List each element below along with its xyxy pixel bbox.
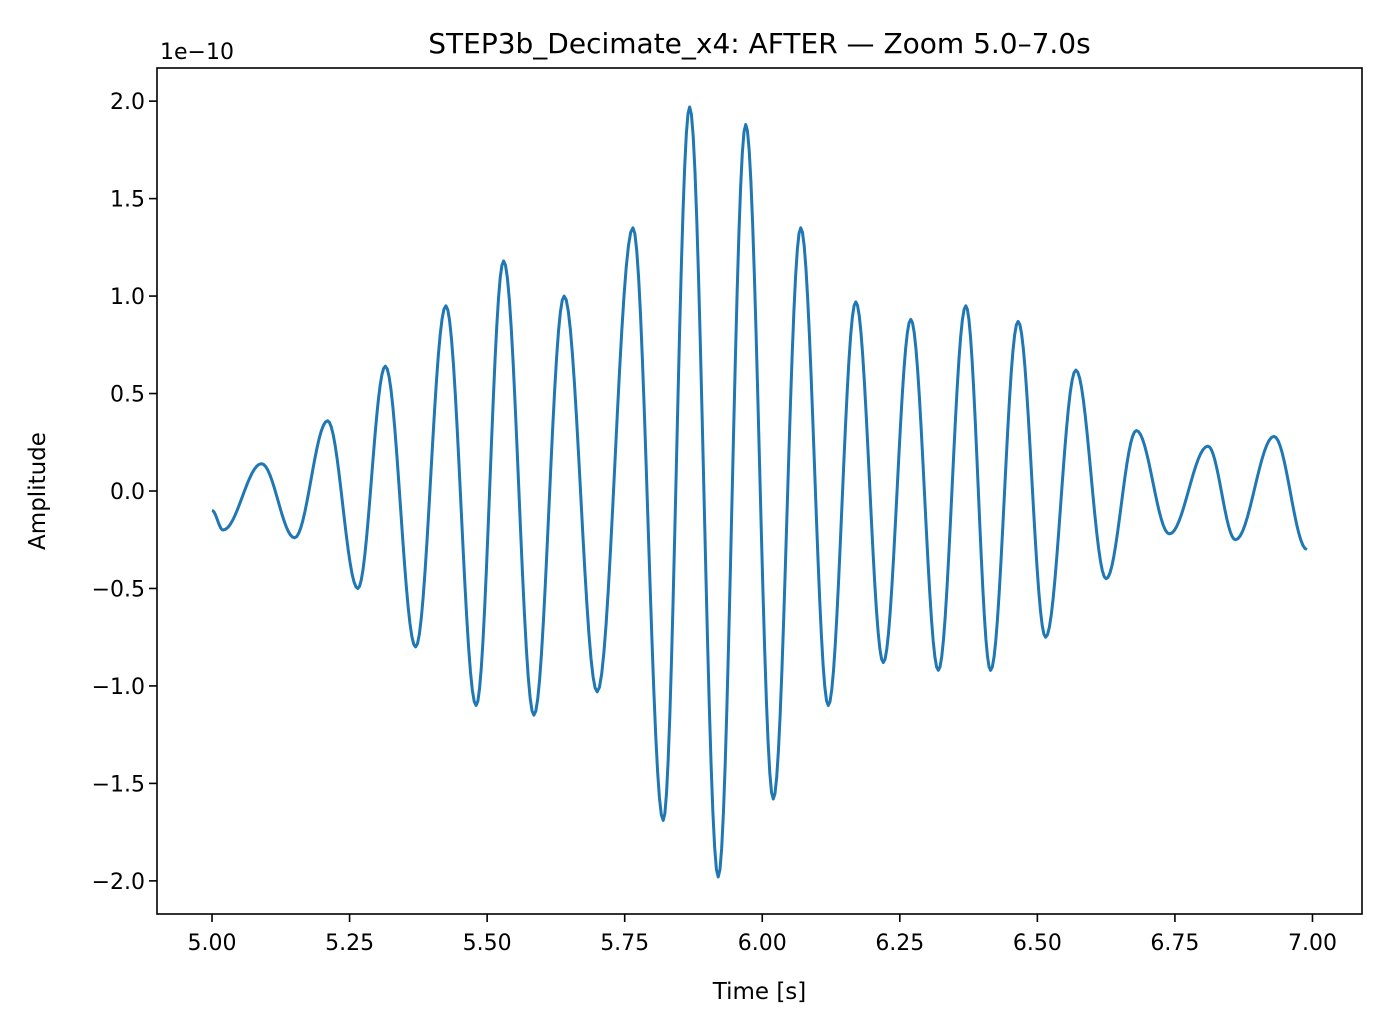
x-axis: 5.00 5.25 5.50 5.75 6.00 6.25 6.50 6.75 7.00 bbox=[188, 914, 1337, 956]
plot-lines bbox=[211, 105, 1308, 879]
x-tick-label: 6.50 bbox=[1013, 931, 1062, 956]
y-tick-label: 2.0 bbox=[110, 90, 145, 115]
y-tick-label: 1.5 bbox=[110, 188, 145, 213]
y-tick-label: 0.0 bbox=[110, 480, 145, 505]
y-tick-label: 0.5 bbox=[110, 383, 145, 408]
x-tick-label: 6.25 bbox=[875, 931, 924, 956]
x-tick-label: 6.75 bbox=[1150, 931, 1199, 956]
x-tick-label: 5.75 bbox=[600, 931, 649, 956]
x-tick-label: 6.00 bbox=[738, 931, 787, 956]
x-axis-label: Time [s] bbox=[712, 979, 807, 1005]
chart-title: STEP3b_Decimate_x4: AFTER — Zoom 5.0–7.0… bbox=[428, 27, 1090, 60]
x-tick-label: 5.50 bbox=[463, 931, 512, 956]
y-tick-label: −1.5 bbox=[92, 772, 145, 797]
y-tick-label: −0.5 bbox=[92, 577, 145, 602]
x-tick-label: 7.00 bbox=[1288, 931, 1337, 956]
y-axis: 2.0 1.5 1.0 0.5 0.0 −0.5 −1.0 −1.5 −2.0 bbox=[92, 90, 157, 895]
plot-frame bbox=[156, 67, 1363, 915]
series-line-signal bbox=[211, 105, 1308, 879]
y-offset-label: 1e−10 bbox=[160, 40, 234, 65]
x-tick-label: 5.25 bbox=[325, 931, 374, 956]
y-tick-label: −1.0 bbox=[92, 675, 145, 700]
y-axis-label: Amplitude bbox=[25, 432, 51, 550]
y-tick-label: −2.0 bbox=[92, 870, 145, 895]
x-tick-label: 5.00 bbox=[188, 931, 237, 956]
y-tick-label: 1.0 bbox=[110, 285, 145, 310]
